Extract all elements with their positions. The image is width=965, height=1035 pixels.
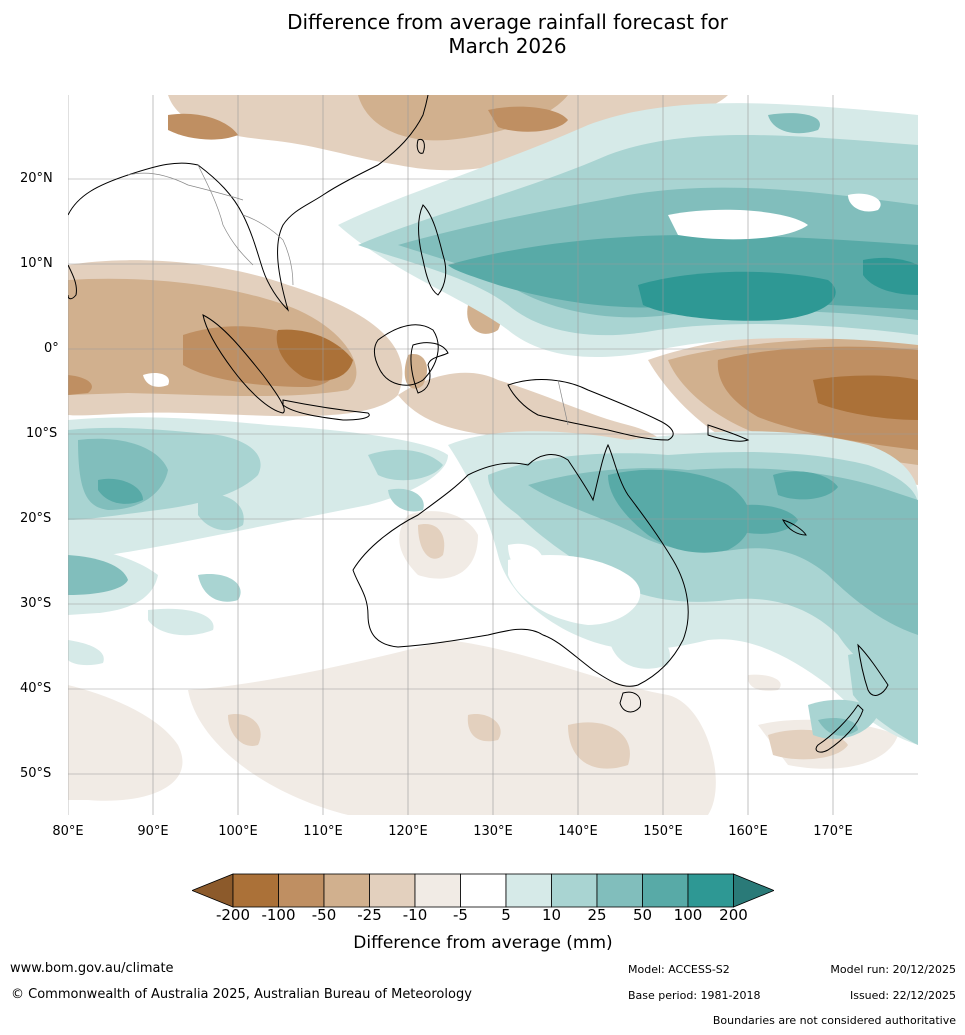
coast-nz-south (815, 704, 864, 753)
colorbar-bin-4 (369, 873, 416, 908)
wet-anomaly-indian-ocean (68, 417, 448, 666)
colorbar-bin-7 (505, 873, 552, 908)
coast-india-tip (68, 264, 77, 300)
colorbar-bin-10 (642, 873, 689, 908)
footer-disclaimer: Boundaries are not considered authoritat… (712, 1014, 956, 1027)
colorbar-bin-2 (278, 873, 325, 908)
lon-label-120e: 120°E (388, 824, 428, 839)
dry-anomaly-pacific (648, 326, 918, 500)
coastlines (68, 95, 889, 753)
lon-label-110e: 110°E (303, 824, 343, 839)
footer-url: www.bom.gov.au/climate (10, 961, 174, 976)
lat-label-40s: 40°S (20, 681, 52, 696)
map-title: Difference from average rainfall forecas… (0, 10, 965, 58)
coast-tasmania (619, 691, 642, 713)
colorbar (192, 873, 774, 908)
title-line-2: March 2026 (448, 34, 567, 58)
coast-asia-mainland (68, 95, 429, 312)
coast-sulawesi (410, 342, 449, 394)
lat-label-10n: 10°N (20, 256, 53, 271)
colorbar-extend-low (192, 873, 234, 908)
colorbar-tick: -5 (453, 906, 468, 924)
colorbar-bin-9 (596, 873, 643, 908)
title-line-1: Difference from average rainfall forecas… (287, 10, 728, 34)
rainfall-anomaly-map (68, 95, 918, 815)
colorbar-bin-3 (323, 873, 370, 908)
coast-australia (352, 443, 689, 687)
footer-issued: Issued: 22/12/2025 (849, 989, 956, 1002)
graticule (68, 95, 918, 815)
footer-model: Model: ACCESS-S2 (628, 963, 730, 976)
footer-base-period: Base period: 1981-2018 (628, 989, 761, 1002)
lat-label-20s: 20°S (20, 511, 52, 526)
colorbar-tick: -100 (261, 906, 296, 924)
coast-new-caledonia (782, 519, 807, 536)
lon-label-90e: 90°E (137, 824, 169, 839)
colorbar-tick: 25 (587, 906, 607, 924)
coast-borneo (374, 324, 439, 386)
colorbar-bin-11 (687, 873, 734, 908)
lon-label-130e: 130°E (473, 824, 513, 839)
colorbar-label: Difference from average (mm) (353, 933, 613, 953)
coast-taiwan (416, 138, 425, 154)
colorbar-bin-1 (232, 873, 279, 908)
colorbar-tick: -50 (311, 906, 337, 924)
colorbar-tick: 100 (673, 906, 703, 924)
wet-anomaly-australia (448, 431, 918, 745)
lon-label-150e: 150°E (643, 824, 683, 839)
dry-anomaly-southern-ocean (68, 511, 898, 815)
footer-model-run: Model run: 20/12/2025 (830, 963, 956, 976)
coast-java (282, 399, 370, 421)
lon-label-170e: 170°E (813, 824, 853, 839)
colorbar-bin-6 (460, 873, 507, 908)
lat-label-50s: 50°S (20, 766, 52, 781)
wet-anomaly-nz (808, 653, 918, 745)
colorbar-tick: 10 (541, 906, 562, 924)
lat-label-10s: 10°S (26, 426, 58, 441)
coast-philippines (418, 204, 447, 296)
lat-label-20n: 20°N (20, 171, 53, 186)
coast-sumatra (202, 314, 285, 414)
colorbar-bin-8 (551, 873, 598, 908)
lon-label-80e: 80°E (52, 824, 84, 839)
dry-anomaly-north (168, 95, 728, 171)
dry-anomaly-west (68, 260, 403, 417)
lat-label-0: 0° (44, 341, 59, 356)
lat-label-30s: 30°S (20, 596, 52, 611)
colorbar-tick: -200 (215, 906, 251, 924)
colorbar-tick: 5 (501, 906, 511, 924)
lon-label-100e: 100°E (218, 824, 258, 839)
coast-solomons (707, 424, 750, 442)
colorbar-tick: 50 (632, 906, 653, 924)
wet-anomaly-north-pacific (338, 103, 918, 358)
coast-new-guinea (507, 379, 674, 441)
colorbar-tick: -10 (402, 906, 428, 924)
colorbar-bin-5 (414, 873, 461, 908)
coast-nz-north (857, 643, 889, 696)
colorbar-extend-high (733, 873, 774, 908)
colorbar-tick: -25 (357, 906, 382, 924)
colorbar-tick: 200 (719, 906, 748, 924)
lon-label-140e: 140°E (558, 824, 598, 839)
borders (127, 164, 569, 426)
lon-label-160e: 160°E (728, 824, 768, 839)
footer-copyright: © Commonwealth of Australia 2025, Austra… (11, 987, 472, 1002)
